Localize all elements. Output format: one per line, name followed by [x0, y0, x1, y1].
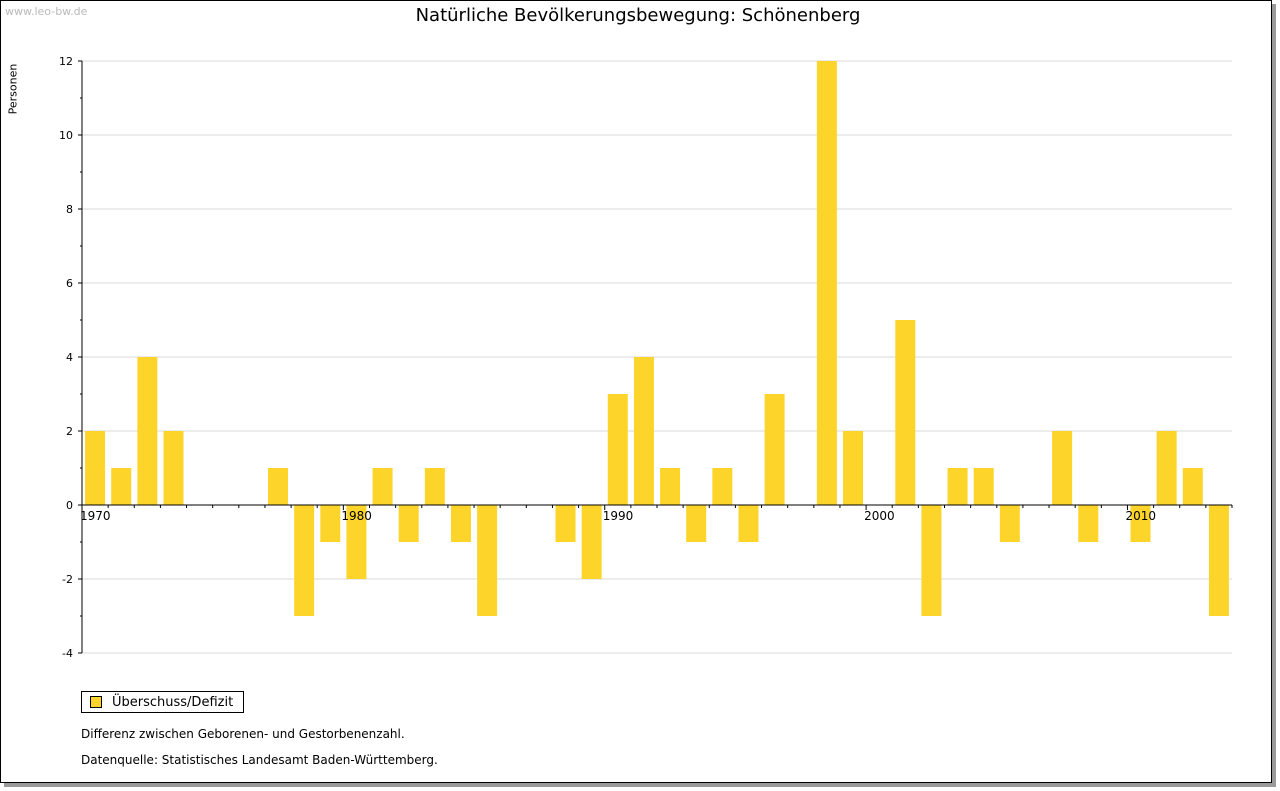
y-tick-label: 2: [66, 425, 73, 438]
bar-1985: [477, 505, 498, 616]
bar-2005: [999, 505, 1020, 542]
x-tick-label: 1970: [80, 509, 111, 523]
bar-1989: [581, 505, 602, 579]
bar-1970: [85, 431, 106, 505]
bar-2011: [1156, 431, 1177, 505]
bar-2004: [973, 468, 994, 505]
bar-1996: [764, 394, 785, 505]
bar-2008: [1078, 505, 1099, 542]
note-difference: Differenz zwischen Geborenen- und Gestor…: [81, 727, 405, 741]
legend: Überschuss/Defizit: [81, 691, 245, 713]
bars: [85, 61, 1229, 616]
bar-2002: [921, 505, 942, 616]
bar-1993: [686, 505, 707, 542]
y-tick-label: -4: [62, 647, 73, 660]
x-tick-label: 2010: [1125, 509, 1156, 523]
y-tick-label: 0: [66, 499, 73, 512]
note-source: Datenquelle: Statistisches Landesamt Bad…: [81, 753, 438, 767]
x-tick-label: 2000: [864, 509, 895, 523]
bar-1979: [320, 505, 341, 542]
bar-1980: [346, 505, 367, 579]
bar-2007: [1052, 431, 1073, 505]
watermark: www.leo-bw.de: [5, 5, 88, 18]
bar-1999: [843, 431, 864, 505]
bar-1984: [450, 505, 471, 542]
bar-2013: [1208, 505, 1229, 616]
bar-1998: [816, 61, 837, 505]
bar-1978: [294, 505, 315, 616]
bar-1981: [372, 468, 393, 505]
grid-lines: [82, 60, 1232, 654]
y-tick-label: 6: [66, 277, 73, 290]
bar-1973: [163, 431, 184, 505]
bar-1990: [607, 394, 628, 505]
y-tick-label: 10: [59, 129, 73, 142]
legend-swatch: [90, 696, 102, 708]
bar-2003: [947, 468, 968, 505]
bar-1977: [268, 468, 289, 505]
bar-1992: [660, 468, 681, 505]
bar-1983: [424, 468, 445, 505]
bar-2001: [895, 320, 916, 505]
bar-1994: [712, 468, 733, 505]
x-tick-label: 1990: [603, 509, 634, 523]
x-tick-label: 1980: [341, 509, 372, 523]
x-tick-labels: 1970 1980 1990 2000 2010: [80, 509, 1156, 523]
legend-label: Überschuss/Defizit: [112, 694, 234, 710]
chart-title: Natürliche Bevölkerungsbewegung: Schönen…: [415, 5, 861, 26]
y-tick-label: 4: [66, 351, 73, 364]
bar-1971: [111, 468, 132, 505]
bar-1995: [738, 505, 759, 542]
bar-2010: [1130, 505, 1151, 542]
y-tick-label: 12: [59, 55, 73, 68]
bar-1972: [137, 357, 158, 505]
bar-1982: [398, 505, 419, 542]
bar-1991: [633, 357, 654, 505]
y-tick-label: -2: [62, 573, 73, 586]
y-tick-label: 8: [66, 203, 73, 216]
bar-2012: [1182, 468, 1203, 505]
axes: [78, 60, 1233, 654]
bar-1988: [555, 505, 576, 542]
y-tick-labels: -4 -2 0 2 4 6 8 10 12: [59, 55, 73, 660]
